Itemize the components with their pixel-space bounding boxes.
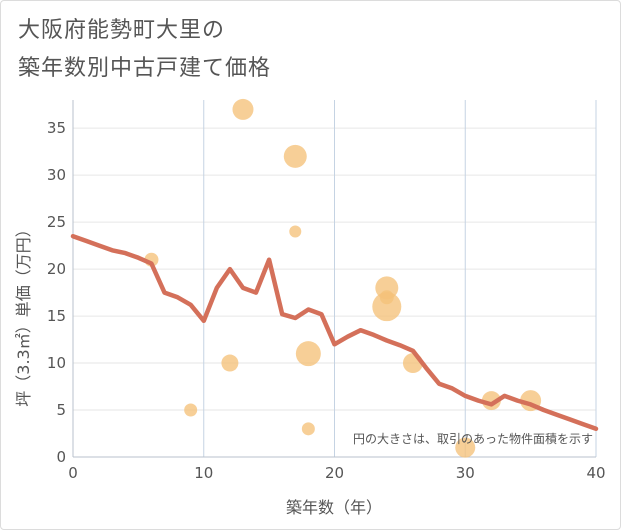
data-point bbox=[455, 437, 476, 458]
y-tick-label: 0 bbox=[56, 448, 66, 466]
data-point bbox=[283, 144, 307, 168]
y-tick-label: 35 bbox=[47, 119, 66, 137]
x-tick-label: 0 bbox=[68, 464, 78, 482]
x-tick-label: 10 bbox=[194, 464, 213, 482]
data-point bbox=[372, 292, 402, 322]
trend-line bbox=[70, 233, 599, 432]
title-line-2: 築年数別中古戸建て価格 bbox=[18, 56, 272, 81]
y-tick-label: 10 bbox=[47, 354, 66, 372]
tick-labels: 0 5 10 15 20 25 30 35 0 10 20 30 40 bbox=[47, 119, 606, 482]
data-point bbox=[184, 403, 198, 417]
x-axis-label: 築年数（年） bbox=[286, 498, 382, 517]
data-point bbox=[232, 98, 254, 120]
data-point bbox=[221, 354, 239, 372]
chart-title: 大阪府能勢町大里の 築年数別中古戸建て価格 bbox=[18, 12, 271, 88]
size-note: 円の大きさは、取引のあった物件面積を示す bbox=[353, 431, 593, 446]
data-point bbox=[295, 341, 321, 367]
x-tick-label: 40 bbox=[586, 464, 605, 482]
y-tick-label: 5 bbox=[56, 401, 66, 419]
y-tick-label: 25 bbox=[47, 213, 66, 231]
y-tick-label: 20 bbox=[47, 260, 66, 278]
grid bbox=[72, 100, 597, 458]
y-tick-label: 15 bbox=[47, 307, 66, 325]
data-point bbox=[481, 391, 501, 411]
data-point bbox=[289, 225, 302, 238]
title-line-1: 大阪府能勢町大里の bbox=[18, 18, 226, 43]
y-axis-label: 坪（3.3㎡）単価（万円） bbox=[14, 221, 33, 406]
x-tick-label: 30 bbox=[456, 464, 475, 482]
data-point bbox=[301, 422, 315, 436]
trend-line-group bbox=[70, 233, 599, 432]
y-tick-label: 30 bbox=[47, 166, 66, 184]
x-tick-label: 20 bbox=[325, 464, 344, 482]
